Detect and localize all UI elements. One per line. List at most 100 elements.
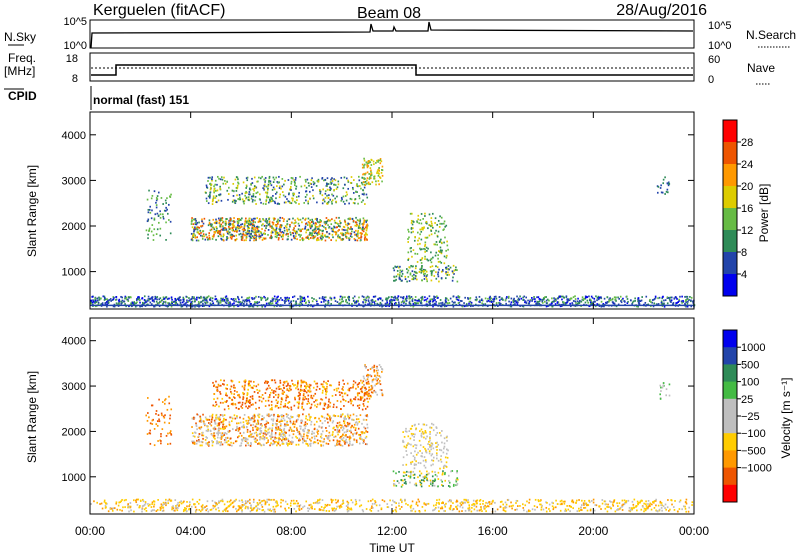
echo-cell bbox=[392, 510, 394, 512]
echo-cell bbox=[366, 179, 368, 182]
echo-cell bbox=[285, 413, 288, 416]
echo-cell bbox=[357, 202, 359, 205]
echo-cell bbox=[669, 508, 671, 511]
echo-cell bbox=[153, 300, 155, 303]
echo-cell bbox=[304, 218, 306, 221]
echo-cell bbox=[359, 227, 362, 230]
echo-cell bbox=[588, 295, 590, 298]
echo-cell bbox=[363, 234, 366, 236]
echo-cell bbox=[212, 198, 214, 201]
echo-cell bbox=[283, 302, 286, 304]
echo-cell bbox=[307, 182, 310, 184]
echo-cell bbox=[385, 302, 387, 305]
echo-cell bbox=[349, 414, 352, 417]
echo-cell bbox=[153, 500, 156, 503]
echo-cell bbox=[284, 225, 287, 228]
echo-cell bbox=[305, 186, 308, 189]
echo-cell bbox=[271, 429, 273, 432]
echo-cell bbox=[418, 299, 420, 302]
echo-cell bbox=[612, 301, 615, 304]
echo-cell bbox=[369, 508, 371, 511]
echo-cell bbox=[216, 300, 218, 303]
echo-cell bbox=[337, 236, 340, 239]
echo-cell bbox=[401, 499, 403, 502]
echo-cell bbox=[167, 302, 169, 304]
echo-cell bbox=[334, 435, 337, 438]
echo-cell bbox=[243, 202, 245, 205]
echo-cell bbox=[230, 235, 232, 238]
echo-cell bbox=[375, 161, 377, 164]
echo-cell bbox=[286, 232, 288, 235]
echo-cell bbox=[245, 236, 248, 238]
echo-cell bbox=[607, 300, 610, 303]
echo-cell bbox=[656, 303, 658, 306]
echo-cell bbox=[279, 444, 281, 447]
echo-cell bbox=[249, 507, 252, 509]
echo-cell bbox=[362, 296, 365, 298]
echo-cell bbox=[287, 414, 289, 416]
echo-cell bbox=[317, 237, 319, 240]
echo-cell bbox=[221, 219, 223, 222]
echo-cell bbox=[317, 232, 320, 235]
echo-cell bbox=[271, 424, 274, 427]
echo-cell bbox=[202, 302, 204, 305]
echo-cell bbox=[522, 296, 524, 299]
echo-cell bbox=[216, 189, 219, 192]
echo-cell bbox=[281, 234, 284, 237]
echo-cell bbox=[211, 238, 214, 240]
echo-cell bbox=[533, 296, 536, 298]
echo-cell bbox=[250, 183, 253, 185]
echo-cell bbox=[667, 296, 670, 299]
echo-cell bbox=[631, 301, 634, 304]
echo-cell bbox=[371, 299, 374, 302]
freq-label: Freq. bbox=[8, 51, 36, 65]
echo-cell bbox=[370, 299, 373, 302]
colorbar-tick-label: 16 bbox=[741, 203, 753, 215]
echo-cell bbox=[647, 499, 650, 502]
echo-cell bbox=[255, 423, 258, 425]
echo-cell bbox=[198, 302, 201, 305]
echo-cell bbox=[253, 187, 256, 190]
echo-cell bbox=[104, 504, 107, 507]
echo-cell bbox=[249, 510, 252, 513]
echo-cell bbox=[266, 501, 269, 503]
echo-cell bbox=[405, 295, 408, 298]
echo-cell bbox=[353, 438, 356, 441]
echo-cell bbox=[342, 200, 345, 203]
echo-cell bbox=[300, 185, 303, 188]
echo-cell bbox=[267, 184, 270, 187]
echo-cell bbox=[615, 305, 618, 308]
echo-cell bbox=[225, 418, 227, 421]
echo-cell bbox=[297, 443, 300, 446]
echo-cell bbox=[152, 299, 155, 302]
echo-cell bbox=[185, 507, 187, 510]
echo-cell bbox=[162, 506, 165, 509]
echo-cell bbox=[218, 441, 220, 444]
echo-cell bbox=[586, 299, 589, 302]
echo-cell bbox=[347, 503, 349, 506]
echo-cell bbox=[175, 301, 177, 303]
echo-cell bbox=[414, 299, 416, 301]
echo-cell bbox=[252, 219, 255, 222]
echo-cell bbox=[515, 299, 517, 302]
echo-cell bbox=[113, 507, 116, 510]
echo-cell bbox=[429, 300, 432, 303]
echo-cell bbox=[342, 234, 345, 236]
echo-cell bbox=[141, 305, 143, 308]
echo-cell bbox=[426, 274, 429, 276]
echo-cell bbox=[273, 508, 276, 511]
echo-cell bbox=[328, 504, 331, 506]
echo-cell bbox=[416, 302, 418, 305]
echo-cell bbox=[192, 435, 195, 437]
echo-cell bbox=[432, 299, 435, 302]
echo-cell bbox=[246, 176, 249, 179]
echo-cell bbox=[327, 196, 330, 199]
echo-cell bbox=[291, 430, 293, 432]
echo-cell bbox=[507, 498, 510, 501]
echo-cell bbox=[261, 175, 263, 178]
echo-cell bbox=[308, 415, 311, 418]
echo-cell bbox=[182, 296, 185, 299]
echo-cell bbox=[239, 218, 241, 221]
echo-cell bbox=[364, 184, 367, 187]
echo-cell bbox=[202, 296, 205, 299]
